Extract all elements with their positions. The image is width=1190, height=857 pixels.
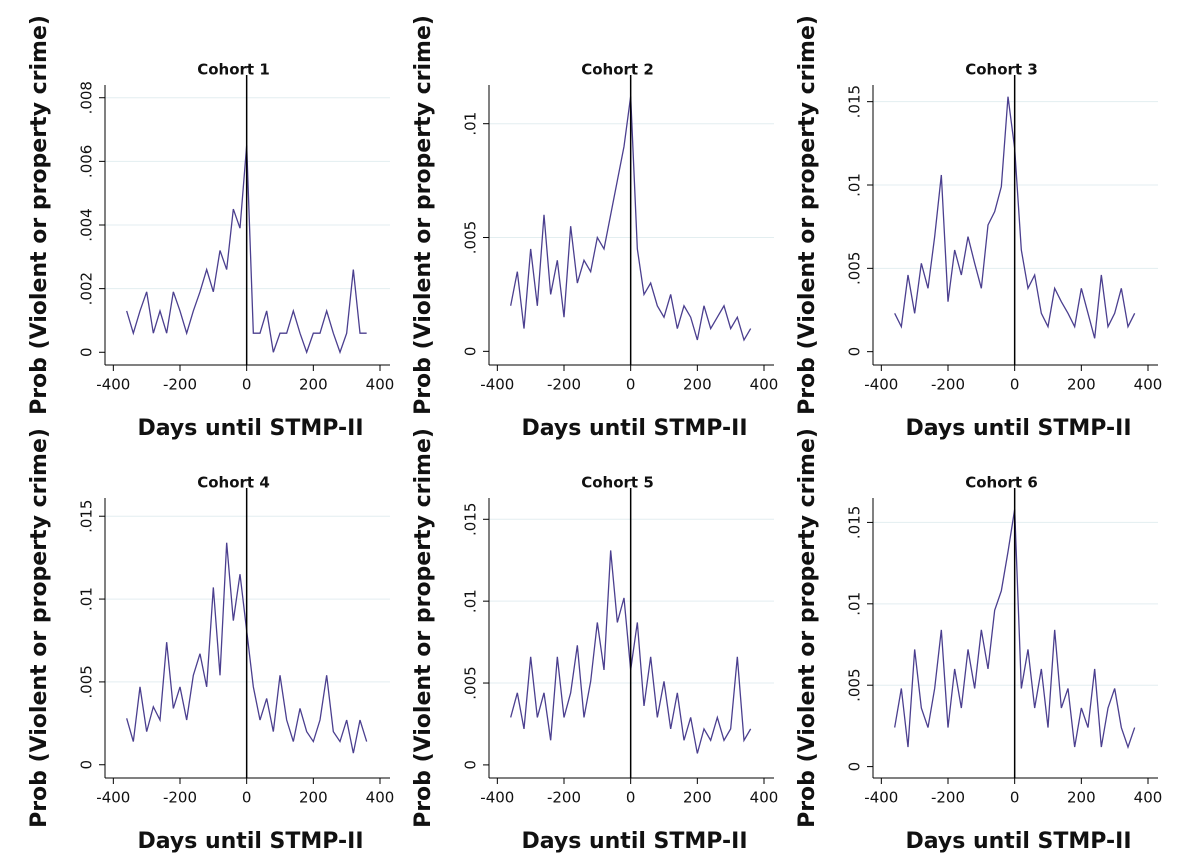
y-tick-label: .005 (78, 665, 96, 698)
x-tick-label: -200 (931, 376, 965, 394)
x-tick-label: -400 (480, 376, 514, 394)
panel-title: Cohort 1 (197, 61, 270, 79)
x-tick-label: 0 (1010, 376, 1020, 394)
y-tick-label: .015 (78, 500, 96, 533)
x-axis-label: Days until STMP-II (521, 416, 747, 441)
x-tick-label: 400 (366, 376, 395, 394)
y-tick-label: .005 (462, 666, 480, 699)
panel-title: Cohort 4 (197, 474, 270, 492)
x-tick-label: -200 (931, 789, 965, 807)
y-tick-label: 0 (846, 762, 864, 772)
x-tick-label: -400 (864, 789, 898, 807)
y-tick-label: 0 (462, 347, 480, 357)
x-tick-label: 200 (299, 376, 328, 394)
panel-title: Cohort 2 (581, 61, 654, 79)
y-axis-label: Prob (Violent or property crime) (795, 15, 820, 415)
x-tick-label: 400 (366, 789, 395, 807)
x-tick-label: 0 (626, 376, 636, 394)
x-tick-label: 400 (1134, 789, 1163, 807)
x-tick-label: -200 (163, 376, 197, 394)
x-tick-label: -200 (547, 376, 581, 394)
x-axis-label: Days until STMP-II (137, 829, 363, 854)
y-tick-label: .005 (462, 221, 480, 254)
y-tick-label: .015 (846, 506, 864, 539)
x-axis-label: Days until STMP-II (521, 829, 747, 854)
panel-title: Cohort 5 (581, 474, 654, 492)
x-tick-label: 400 (750, 789, 779, 807)
panel-title: Cohort 3 (965, 61, 1038, 79)
x-tick-label: -400 (96, 789, 130, 807)
y-tick-label: .006 (78, 145, 96, 178)
panel-title: Cohort 6 (965, 474, 1038, 492)
y-tick-label: .01 (846, 592, 864, 616)
y-tick-label: .008 (78, 81, 96, 114)
x-tick-label: 0 (626, 789, 636, 807)
x-axis-label: Days until STMP-II (905, 416, 1131, 441)
y-axis-label: Prob (Violent or property crime) (27, 428, 52, 828)
y-tick-label: .01 (462, 589, 480, 613)
x-tick-label: 0 (242, 789, 252, 807)
x-axis-label: Days until STMP-II (137, 416, 363, 441)
y-tick-label: 0 (78, 760, 96, 770)
y-axis-label: Prob (Violent or property crime) (27, 15, 52, 415)
y-tick-label: .01 (846, 173, 864, 197)
y-tick-label: .004 (78, 208, 96, 241)
x-axis-label: Days until STMP-II (905, 829, 1131, 854)
x-tick-label: 200 (299, 789, 328, 807)
x-tick-label: 400 (750, 376, 779, 394)
y-tick-label: 0 (78, 347, 96, 357)
x-tick-label: -400 (864, 376, 898, 394)
y-axis-label: Prob (Violent or property crime) (411, 15, 436, 415)
x-tick-label: -400 (480, 789, 514, 807)
x-tick-label: 400 (1134, 376, 1163, 394)
x-tick-label: -200 (547, 789, 581, 807)
y-tick-label: .01 (462, 112, 480, 136)
x-tick-label: -400 (96, 376, 130, 394)
y-tick-label: .015 (462, 503, 480, 536)
y-tick-label: .005 (846, 252, 864, 285)
x-tick-label: 200 (683, 789, 712, 807)
x-tick-label: 200 (1067, 789, 1096, 807)
y-axis-label: Prob (Violent or property crime) (795, 428, 820, 828)
y-tick-label: .015 (846, 85, 864, 118)
y-tick-label: .005 (846, 669, 864, 702)
x-tick-label: 200 (1067, 376, 1096, 394)
y-tick-label: 0 (462, 760, 480, 770)
x-tick-label: 0 (1010, 789, 1020, 807)
x-tick-label: 200 (683, 376, 712, 394)
y-tick-label: 0 (846, 347, 864, 357)
x-tick-label: -200 (163, 789, 197, 807)
y-tick-label: .01 (78, 587, 96, 611)
x-tick-label: 0 (242, 376, 252, 394)
y-axis-label: Prob (Violent or property crime) (411, 428, 436, 828)
y-tick-label: .002 (78, 272, 96, 305)
